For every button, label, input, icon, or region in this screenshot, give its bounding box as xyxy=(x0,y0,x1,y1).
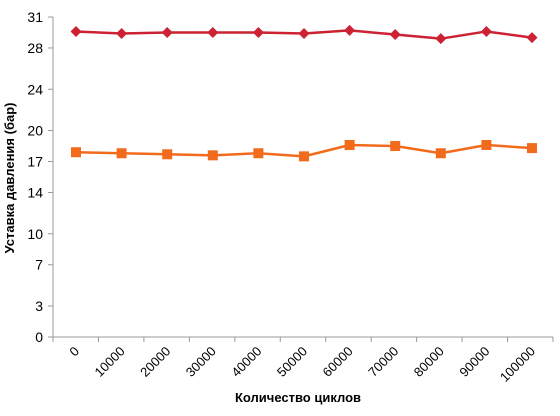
x-tick-label: 60000 xyxy=(320,344,356,380)
x-axis-title: Количество циклов xyxy=(235,390,361,405)
series-1-point xyxy=(526,32,538,44)
y-tick-label: 0 xyxy=(35,329,43,345)
x-tick-label: 50000 xyxy=(274,344,310,380)
y-tick-label: 31 xyxy=(27,9,43,25)
series-1-point xyxy=(480,25,492,37)
series-2-point xyxy=(71,147,81,158)
series-1-point xyxy=(70,25,82,37)
series-2-point xyxy=(344,140,355,150)
series-1-point xyxy=(252,26,264,38)
y-axis-title: Уставка давления (бар) xyxy=(2,103,17,254)
x-tick-label: 80000 xyxy=(411,344,447,380)
x-tick-label: 20000 xyxy=(137,344,173,380)
series-1-point xyxy=(116,28,128,40)
series-1-point xyxy=(389,29,401,41)
series-2-point xyxy=(390,141,401,152)
axes xyxy=(52,17,553,338)
series-2-point xyxy=(527,143,537,154)
x-tick-label: 0 xyxy=(66,344,82,360)
series-2-point xyxy=(481,140,492,150)
series-2 xyxy=(71,140,537,162)
series-1 xyxy=(70,24,538,45)
series-2-point xyxy=(253,148,264,159)
x-axis-ticks: 0 10000 20000 30000 40000 50000 60000 70000 8000… xyxy=(52,337,554,385)
series-1-point xyxy=(344,24,356,36)
x-tick-label: 100000 xyxy=(497,344,538,385)
x-tick-label: 70000 xyxy=(365,344,401,380)
y-tick-label: 3 xyxy=(35,298,43,314)
y-tick-label: 7 xyxy=(35,257,43,273)
series-1-point xyxy=(298,28,310,40)
x-tick-label: 30000 xyxy=(183,344,219,380)
y-tick-label: 28 xyxy=(27,40,43,56)
series-2-point xyxy=(435,148,446,159)
x-tick-label: 90000 xyxy=(456,344,492,380)
series-2-point xyxy=(162,149,173,160)
x-tick-label: 40000 xyxy=(228,344,264,380)
y-tick-label: 24 xyxy=(27,81,43,97)
x-tick-label: 10000 xyxy=(92,344,128,380)
series-2-point xyxy=(116,148,127,159)
series-layer xyxy=(70,24,538,162)
series-1-point xyxy=(207,26,219,38)
y-axis-ticks: 0 3 7 10 14 17 20 24 28 31 xyxy=(27,9,53,345)
series-1-point xyxy=(435,33,447,45)
series-1-point xyxy=(161,26,173,38)
y-tick-label: 14 xyxy=(27,184,43,200)
series-2-point xyxy=(207,150,218,161)
series-2-point xyxy=(299,151,309,162)
y-tick-label: 20 xyxy=(27,123,43,139)
y-tick-label: 17 xyxy=(27,154,43,170)
y-tick-label: 10 xyxy=(27,226,43,242)
